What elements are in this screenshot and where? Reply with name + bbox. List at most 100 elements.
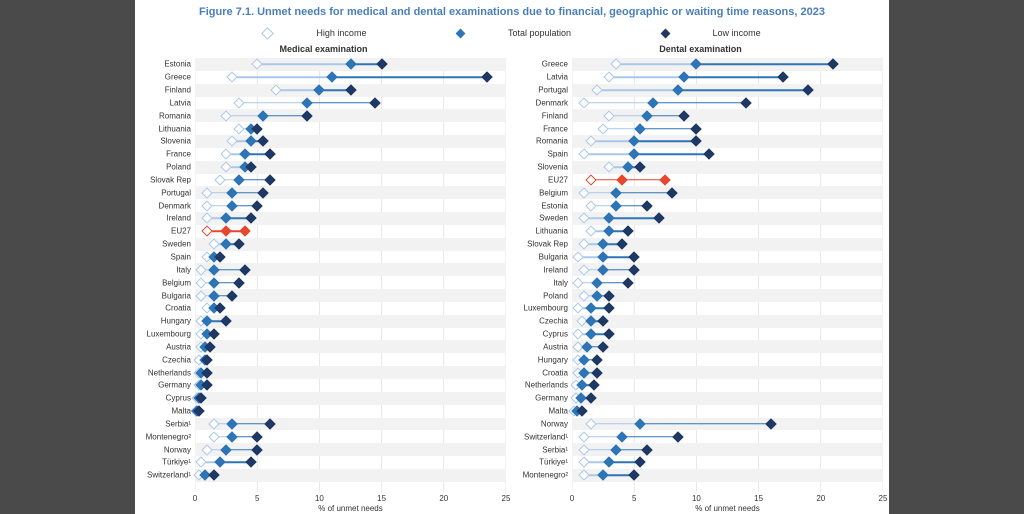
data-marker <box>202 444 213 455</box>
data-marker <box>573 303 584 314</box>
row-label: EU27 <box>548 175 568 184</box>
row-label: Italy <box>553 278 568 287</box>
row-label: Slovak Rep <box>150 175 191 184</box>
data-marker <box>227 290 238 301</box>
data-row: Poland <box>195 161 506 174</box>
data-marker <box>196 277 207 288</box>
data-marker <box>208 264 219 275</box>
data-marker <box>314 84 325 95</box>
data-marker <box>589 380 600 391</box>
data-row: Norway <box>195 443 506 456</box>
data-row: Montenegro² <box>195 430 506 443</box>
data-row: Romania <box>572 135 883 148</box>
x-tick: 20 <box>439 494 448 503</box>
data-marker <box>616 431 627 442</box>
data-marker <box>252 444 263 455</box>
row-label: Belgium <box>162 278 191 287</box>
row-label: Germany <box>158 381 191 390</box>
data-row: France <box>195 148 506 161</box>
x-tick: 20 <box>816 494 825 503</box>
data-marker <box>202 187 213 198</box>
data-row: Denmark <box>572 97 883 110</box>
data-marker <box>301 97 312 108</box>
data-row: Denmark <box>195 199 506 212</box>
data-row: Malta <box>195 405 506 418</box>
data-marker <box>678 110 689 121</box>
data-marker <box>576 380 587 391</box>
data-marker <box>765 418 776 429</box>
data-row: Ireland <box>195 212 506 225</box>
data-marker <box>220 316 231 327</box>
data-marker <box>258 187 269 198</box>
data-marker <box>622 226 633 237</box>
data-marker <box>635 123 646 134</box>
data-marker <box>579 444 590 455</box>
data-marker <box>370 97 381 108</box>
data-marker <box>604 72 615 83</box>
data-marker <box>208 290 219 301</box>
data-marker <box>579 264 590 275</box>
data-marker <box>591 84 602 95</box>
data-marker <box>208 277 219 288</box>
data-row: Belgium <box>195 276 506 289</box>
data-row: Portugal <box>195 186 506 199</box>
panel-1: Dental examinationGreeceLatviaPortugalDe… <box>512 44 889 514</box>
data-marker <box>691 123 702 134</box>
data-marker <box>202 367 213 378</box>
row-label: Czechia <box>162 355 191 364</box>
data-marker <box>258 110 269 121</box>
data-marker <box>629 136 640 147</box>
data-marker <box>604 110 615 121</box>
data-row: Belgium <box>572 186 883 199</box>
data-marker <box>579 238 590 249</box>
data-marker <box>264 149 275 160</box>
data-marker <box>647 97 658 108</box>
data-marker <box>629 470 640 481</box>
data-marker <box>635 161 646 172</box>
data-row: Lithuania <box>572 225 883 238</box>
data-marker <box>252 200 263 211</box>
x-tick: 0 <box>570 494 574 503</box>
x-tick: 10 <box>315 494 324 503</box>
data-marker <box>220 110 231 121</box>
data-row: Portugal <box>572 84 883 97</box>
row-label: Spain <box>548 150 568 159</box>
row-label: Czechia <box>539 317 568 326</box>
data-row: Slovak Rep <box>195 174 506 187</box>
data-row: Italy <box>195 263 506 276</box>
data-marker <box>616 238 627 249</box>
data-row: Czechia <box>572 315 883 328</box>
data-marker <box>220 161 231 172</box>
row-label: Denmark <box>159 201 191 210</box>
row-label: Greece <box>165 73 191 82</box>
data-row: Germany <box>195 379 506 392</box>
data-marker <box>220 149 231 160</box>
data-marker <box>691 136 702 147</box>
data-row: Cyprus <box>572 328 883 341</box>
data-marker <box>579 149 590 160</box>
data-row: Poland <box>572 289 883 302</box>
data-row: Hungary <box>572 353 883 366</box>
data-row: Greece <box>195 71 506 84</box>
data-row: Spain <box>572 148 883 161</box>
data-marker <box>326 72 337 83</box>
data-row: Switzerland¹ <box>572 430 883 443</box>
data-marker <box>264 174 275 185</box>
data-marker <box>635 457 646 468</box>
data-row: Slovak Rep <box>572 238 883 251</box>
data-marker <box>604 161 615 172</box>
row-label: Italy <box>176 265 191 274</box>
row-label: Romania <box>159 111 191 120</box>
data-marker <box>579 354 590 365</box>
data-marker <box>610 444 621 455</box>
data-marker <box>591 367 602 378</box>
data-row: Estonia <box>572 199 883 212</box>
data-marker <box>202 213 213 224</box>
data-marker <box>666 187 677 198</box>
data-marker <box>233 238 244 249</box>
x-tick: 0 <box>193 494 197 503</box>
data-marker <box>597 238 608 249</box>
row-label: Sweden <box>162 240 191 249</box>
data-row: Latvia <box>572 71 883 84</box>
data-row: Croatia <box>195 302 506 315</box>
